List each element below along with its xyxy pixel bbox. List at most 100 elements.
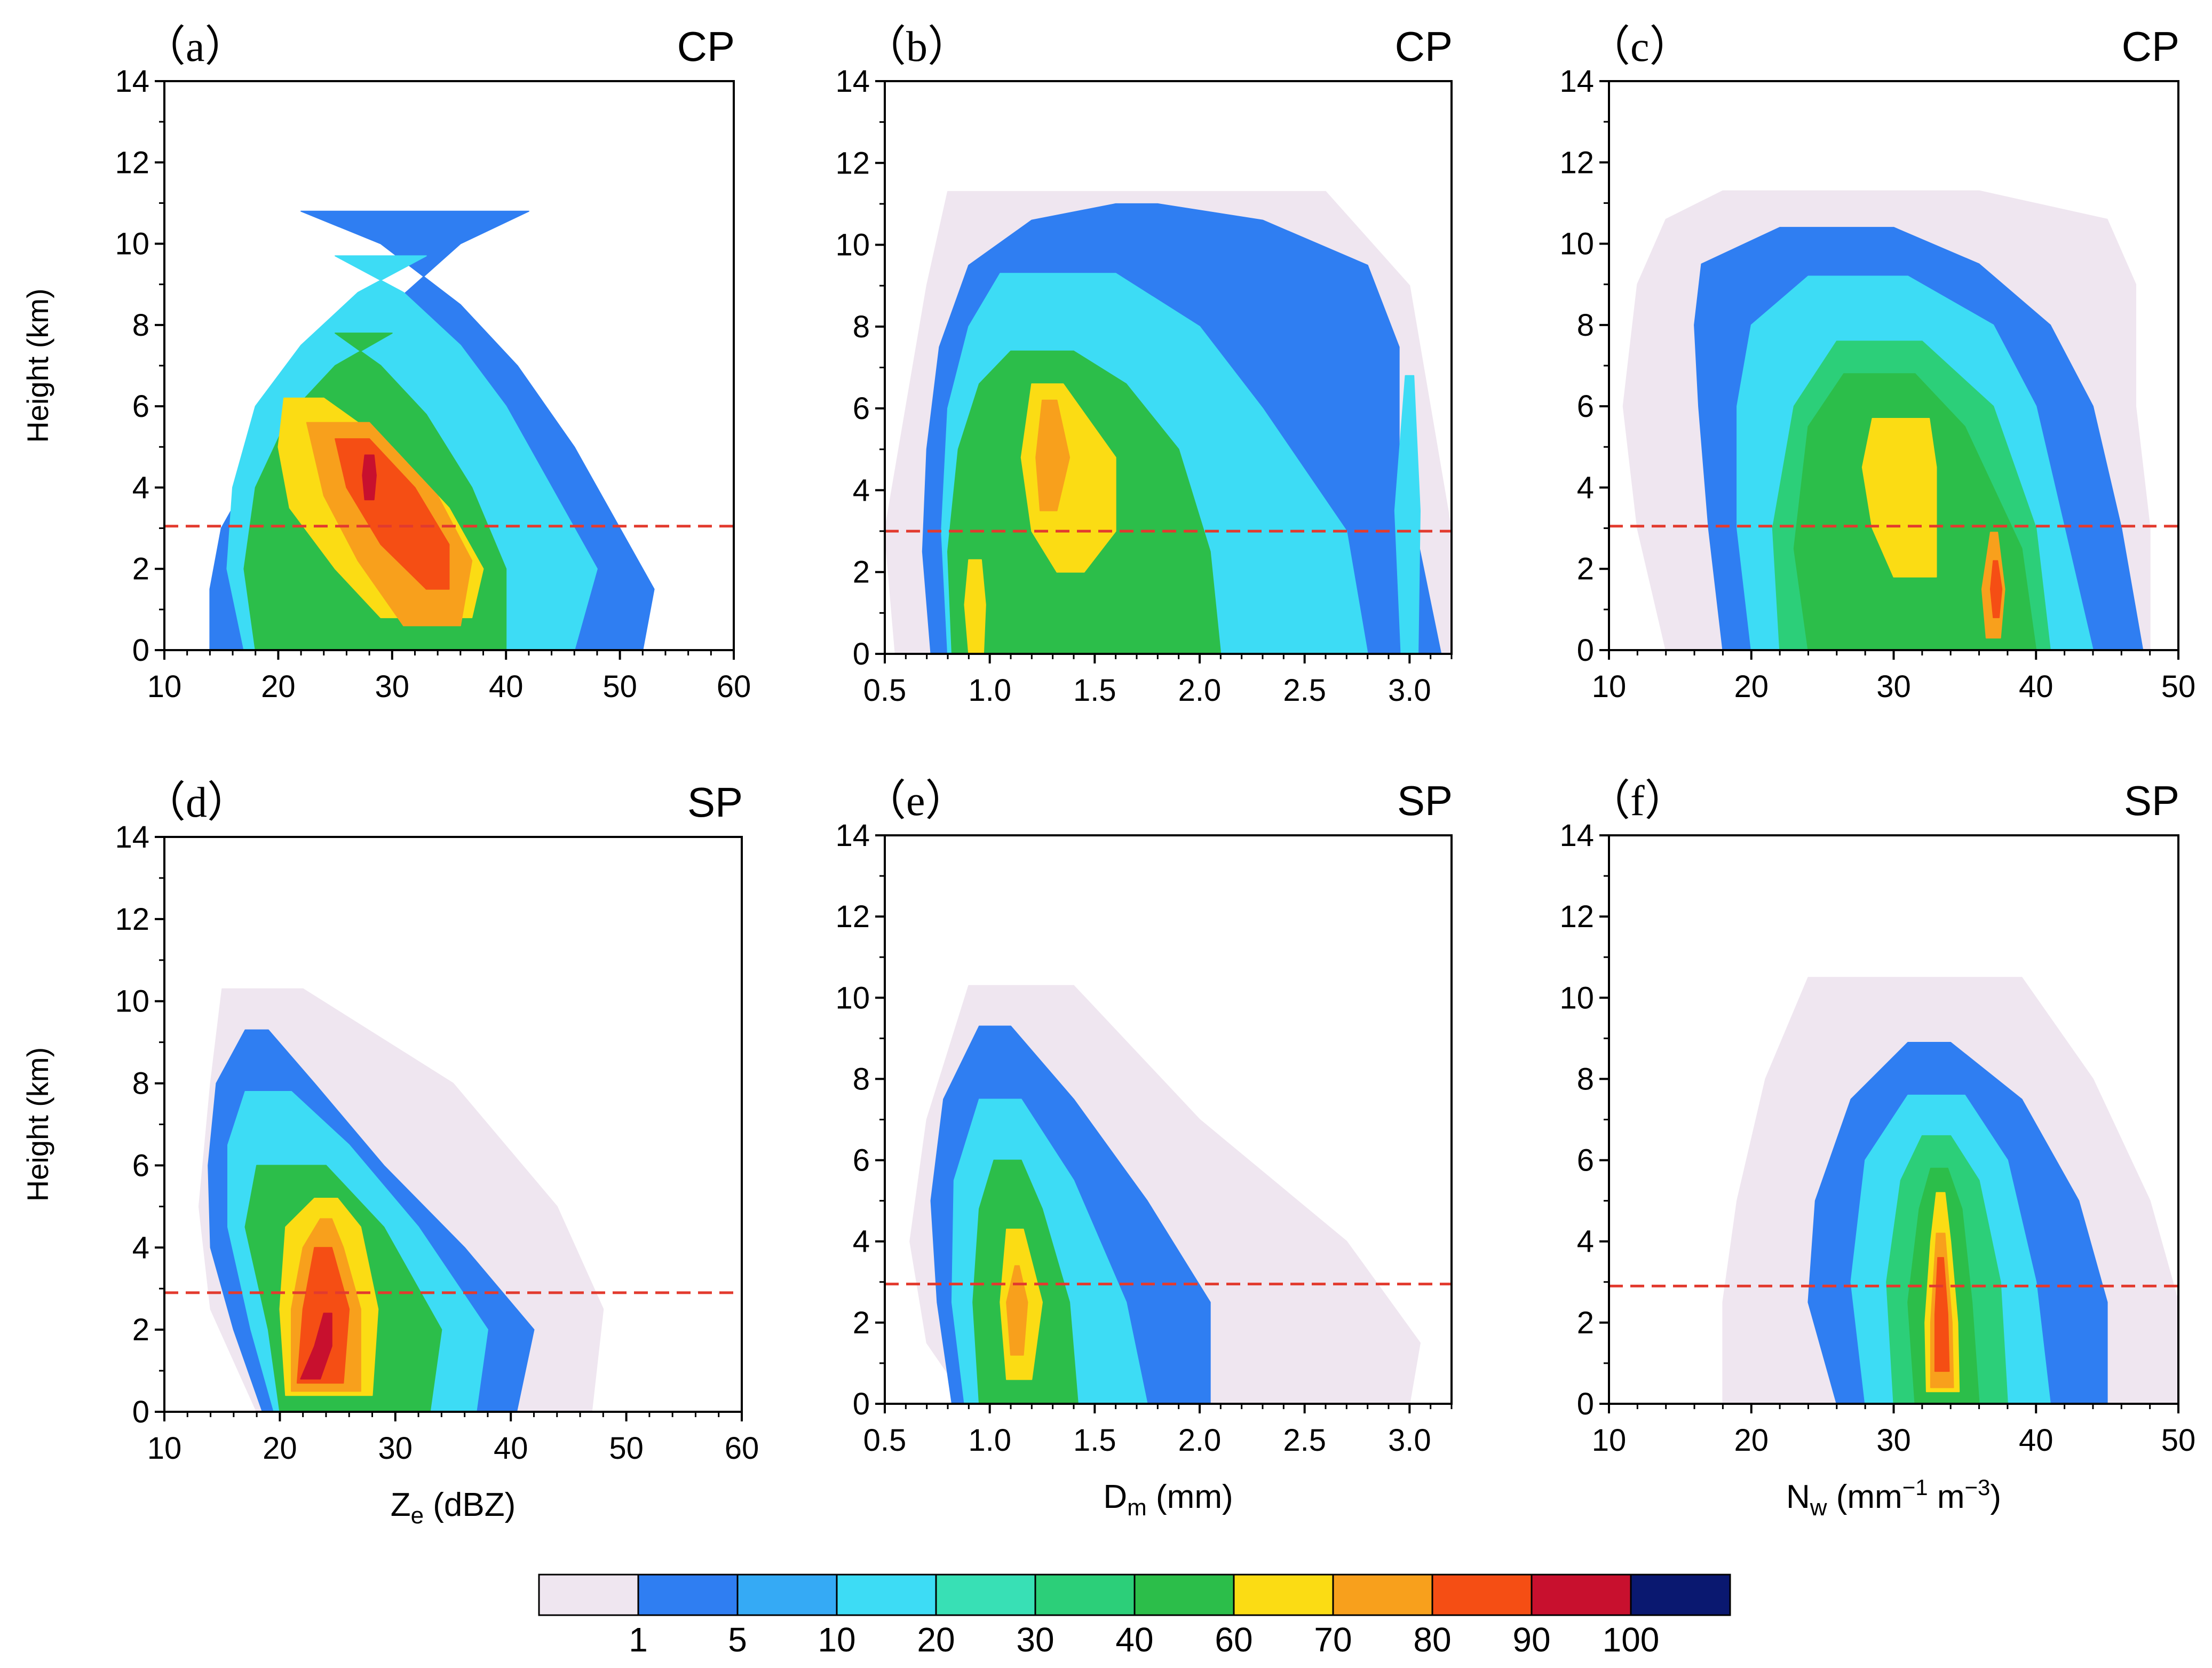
y-tick-label: 14 <box>835 818 870 853</box>
y-tick-label: 12 <box>835 146 870 180</box>
colorbar-swatch <box>1332 1574 1433 1616</box>
panel-label: （b） <box>863 23 970 70</box>
y-tick-label: 6 <box>853 1143 870 1178</box>
colorbar-swatch <box>1133 1574 1235 1616</box>
y-tick-label: 10 <box>1559 981 1594 1015</box>
y-tick-label: 8 <box>1577 1062 1594 1096</box>
contour-level-9 <box>1989 560 2003 619</box>
y-tick-label: 10 <box>835 981 870 1015</box>
contour-level-3 <box>1394 375 1421 654</box>
y-tick-label: 6 <box>1577 1143 1594 1178</box>
y-tick-label: 2 <box>132 552 149 587</box>
x-tick-label: 0.5 <box>863 673 907 708</box>
colorbar-swatch <box>1233 1574 1334 1616</box>
x-axis-label: Ze (dBZ) <box>391 1487 516 1529</box>
y-tick-label: 4 <box>853 1224 870 1259</box>
y-tick-label: 10 <box>1559 227 1594 262</box>
x-tick-label: 60 <box>717 669 751 704</box>
x-tick-label: 20 <box>261 669 296 704</box>
colorbar-swatch <box>1431 1574 1533 1616</box>
colorbar-level-label: 60 <box>1215 1620 1252 1659</box>
y-tick-label: 0 <box>1577 633 1594 668</box>
panel-label: （f） <box>1588 778 1687 825</box>
y-tick-label: 4 <box>1577 470 1594 505</box>
panel-category: SP <box>1397 777 1453 824</box>
y-tick-label: 0 <box>1577 1387 1594 1421</box>
y-tick-label: 2 <box>853 555 870 590</box>
y-tick-label: 6 <box>853 391 870 426</box>
y-tick-label: 12 <box>835 899 870 934</box>
y-tick-label: 4 <box>1577 1224 1594 1259</box>
contour-level-8 <box>1006 1265 1028 1356</box>
y-tick-label: 12 <box>1559 899 1594 934</box>
x-tick-label: 30 <box>1876 1423 1911 1458</box>
x-tick-label: 40 <box>494 1431 528 1466</box>
y-tick-label: 6 <box>1577 389 1594 424</box>
colorbar-level-label: 40 <box>1115 1620 1153 1659</box>
colorbar-level-label: 30 <box>1016 1620 1054 1659</box>
y-tick-label: 14 <box>115 820 149 855</box>
contour-fills <box>198 988 604 1412</box>
contour-level-7 <box>1861 418 1937 578</box>
x-tick-label: 30 <box>378 1431 413 1466</box>
x-tick-label: 10 <box>1592 1423 1627 1458</box>
contour-fills <box>909 985 1421 1404</box>
colorbar-swatch <box>1531 1574 1632 1616</box>
y-tick-label: 2 <box>1577 1306 1594 1340</box>
y-axis-label: Height (km) <box>21 1047 54 1201</box>
y-tick-label: 4 <box>132 470 149 505</box>
x-tick-label: 2.5 <box>1283 673 1326 708</box>
contour-fills <box>1722 977 2178 1404</box>
panel-label: （e） <box>863 778 968 825</box>
y-tick-label: 14 <box>835 64 870 99</box>
panel-category: SP <box>2124 777 2179 824</box>
y-tick-label: 2 <box>132 1313 149 1347</box>
panel-category: CP <box>2122 23 2179 70</box>
panel-a: 0 2 4 6 8 10 12 14 10 20 30 40 50 60 （a） CP Height (km) <box>21 23 751 704</box>
colorbar-level-label: 10 <box>818 1620 855 1659</box>
x-tick-label: 40 <box>2019 1423 2054 1458</box>
contour-level-8 <box>1035 399 1071 511</box>
y-tick-label: 8 <box>1577 308 1594 343</box>
x-tick-label: 3.0 <box>1388 1423 1431 1458</box>
y-tick-label: 8 <box>853 1062 870 1096</box>
contour-level-10 <box>362 454 377 501</box>
x-tick-label: 50 <box>2161 669 2196 704</box>
y-tick-label: 10 <box>835 228 870 263</box>
y-tick-label: 14 <box>115 64 149 99</box>
colorbar-level-label: 5 <box>728 1620 747 1659</box>
colorbar-swatch <box>1630 1574 1731 1616</box>
colorbar-level-label: 70 <box>1314 1620 1352 1659</box>
x-tick-label: 2.0 <box>1178 673 1222 708</box>
y-tick-label: 6 <box>132 1148 149 1183</box>
x-tick-label: 50 <box>602 669 637 704</box>
panel-b: 0 2 4 6 8 10 12 14 0.5 1.0 1.5 2.0 2.5 3.0 （b） CP <box>835 23 1453 708</box>
x-axis-label: Dm (mm) <box>1103 1479 1233 1521</box>
x-axis-label: Nw (mm−1 m−3) <box>1786 1475 2001 1521</box>
y-tick-label: 0 <box>853 1387 870 1421</box>
y-axis-label: Height (km) <box>21 288 54 442</box>
contour-fills <box>885 191 1452 654</box>
x-tick-label: 1.0 <box>968 1423 1011 1458</box>
y-tick-label: 8 <box>853 310 870 344</box>
x-tick-label: 10 <box>147 1431 182 1466</box>
y-tick-label: 12 <box>115 902 149 937</box>
x-tick-label: 30 <box>375 669 410 704</box>
colorbar-level-label: 100 <box>1603 1620 1660 1659</box>
contour-level-10 <box>300 1313 332 1380</box>
colorbar-swatch <box>935 1574 1036 1616</box>
x-tick-label: 20 <box>1734 669 1769 704</box>
colorbar-swatch <box>538 1574 639 1616</box>
colorbar-level-label: 80 <box>1413 1620 1451 1659</box>
panel-category: SP <box>687 779 743 826</box>
x-tick-label: 10 <box>147 669 182 704</box>
y-tick-label: 12 <box>1559 145 1594 180</box>
colorbar-swatch <box>1034 1574 1136 1616</box>
colorbar-level-label: 90 <box>1512 1620 1550 1659</box>
y-tick-label: 14 <box>1559 64 1594 99</box>
x-tick-label: 1.0 <box>968 673 1011 708</box>
colorbar-swatch <box>736 1574 838 1616</box>
contour-fills <box>209 210 655 650</box>
